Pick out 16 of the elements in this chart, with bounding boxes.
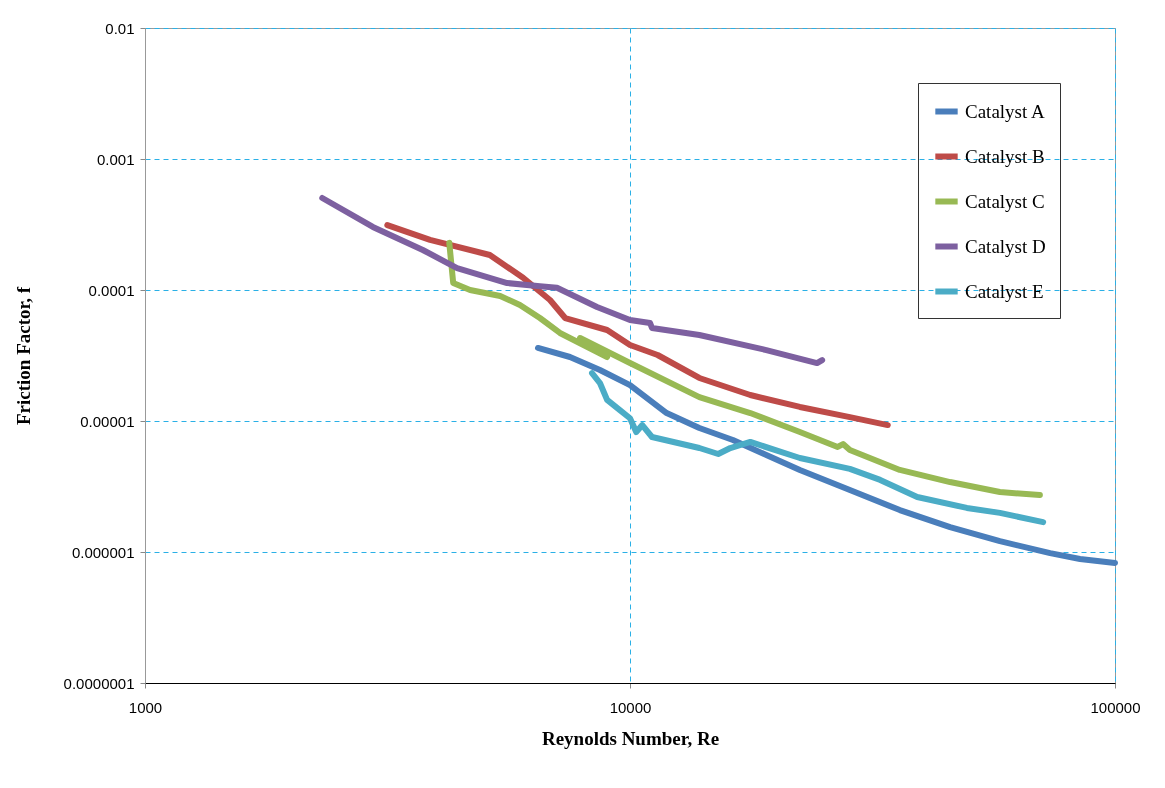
x-axis-title: Reynolds Number, Re bbox=[541, 727, 720, 749]
y-tick-label: 0.001 bbox=[96, 150, 135, 168]
legend-label: Catalyst A bbox=[965, 100, 1045, 122]
y-tick-label: 0.0001 bbox=[88, 281, 135, 299]
x-tick-label: 10000 bbox=[609, 698, 652, 716]
x-tick-label: 100000 bbox=[1090, 698, 1141, 716]
x-tick-label: 1000 bbox=[128, 698, 163, 716]
y-tick-label: 0.01 bbox=[105, 19, 135, 37]
y-tick-label: 0.0000001 bbox=[63, 674, 135, 692]
legend-label: Catalyst C bbox=[965, 190, 1045, 212]
legend-label: Catalyst E bbox=[965, 280, 1044, 302]
y-tick-label: 0.00001 bbox=[80, 412, 135, 430]
legend-label: Catalyst D bbox=[965, 235, 1046, 257]
legend-label: Catalyst B bbox=[965, 145, 1045, 167]
y-axis-title: Friction Factor, f bbox=[12, 286, 34, 426]
y-tick-label: 0.000001 bbox=[71, 543, 135, 561]
